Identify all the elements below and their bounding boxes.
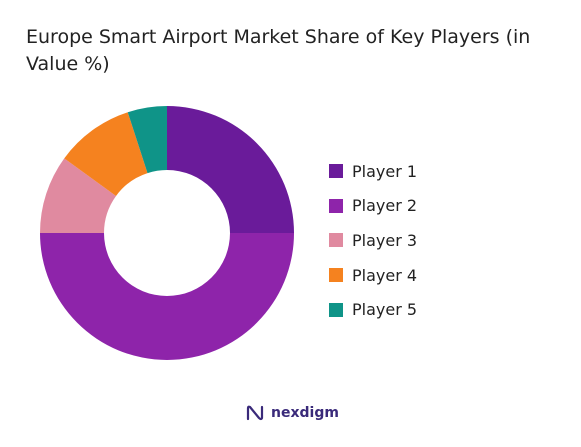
- donut-slice-2: [40, 233, 294, 360]
- legend-label: Player 4: [352, 265, 418, 285]
- legend-label: Player 1: [352, 161, 418, 181]
- donut-slice-4: [64, 112, 148, 196]
- brand-logo: nexdigm: [245, 404, 339, 422]
- legend-swatch: [329, 164, 343, 179]
- legend-swatch: [329, 233, 343, 248]
- legend-item: Player 2: [329, 189, 417, 224]
- chart-title: Europe Smart Airport Market Share of Key…: [26, 26, 531, 75]
- legend-label: Player 3: [352, 230, 418, 250]
- donut-slice-3: [40, 158, 117, 233]
- legend-item: Player 4: [329, 258, 417, 293]
- legend-swatch: [329, 302, 343, 317]
- legend-swatch: [329, 268, 343, 283]
- legend-label: Player 5: [352, 300, 418, 320]
- legend-swatch: [329, 198, 343, 213]
- legend-label: Player 2: [352, 196, 418, 216]
- legend-item: Player 5: [329, 292, 417, 327]
- donut-slice-5: [127, 106, 167, 174]
- legend-item: Player 1: [329, 154, 417, 189]
- donut-slice-1: [167, 106, 294, 233]
- legend: Player 1 Player 2 Player 3 Player 4 Player 5: [329, 154, 417, 327]
- nexdigm-logo-icon: [246, 405, 264, 421]
- legend-item: Player 3: [329, 223, 417, 258]
- brand-name: nexdigm: [271, 405, 339, 421]
